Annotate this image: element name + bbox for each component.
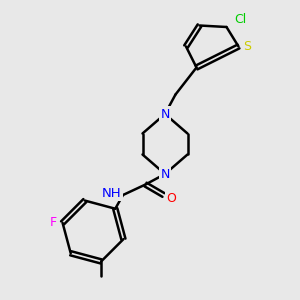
Text: F: F xyxy=(50,216,56,229)
Text: S: S xyxy=(244,40,251,53)
Text: N: N xyxy=(160,167,170,181)
Text: O: O xyxy=(166,191,176,205)
Text: NH: NH xyxy=(102,187,122,200)
Text: N: N xyxy=(160,107,170,121)
Text: Cl: Cl xyxy=(234,13,246,26)
